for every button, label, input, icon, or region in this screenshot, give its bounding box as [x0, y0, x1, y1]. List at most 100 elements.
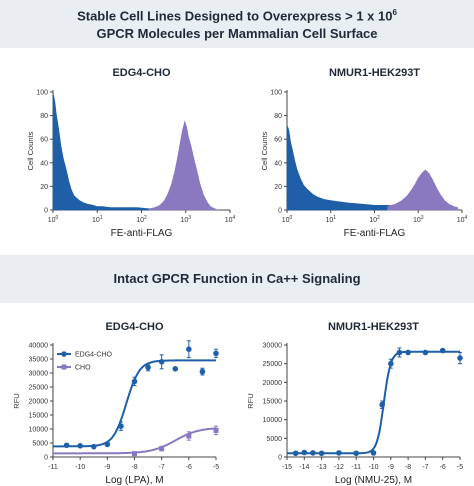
x-tick-label: -9	[104, 464, 110, 471]
histogram-area-purple	[387, 169, 459, 211]
data-point	[172, 366, 179, 372]
y-tick-label: 15000	[29, 413, 49, 420]
x-tick-label: -14	[299, 464, 309, 471]
y-tick-label: 80	[274, 113, 282, 120]
x-axis-label: Log (LPA), M	[105, 475, 163, 486]
header-band	[0, 0, 474, 48]
legend-swatch-marker	[61, 351, 67, 357]
y-tick-label: 20	[274, 184, 282, 191]
data-point	[370, 450, 377, 456]
y-tick-label: 60	[274, 137, 282, 144]
x-tick-label: -8	[405, 464, 411, 471]
x-tick-label: -11	[351, 464, 361, 471]
chart-title: NMUR1-HEK293T	[328, 321, 419, 333]
fit-curve-purple	[53, 427, 217, 455]
data-point	[353, 450, 360, 457]
x-tick-label: -12	[334, 464, 344, 471]
y-tick-label: 40000	[29, 343, 49, 350]
y-tick-label: 0	[278, 208, 282, 215]
data-point	[336, 450, 342, 456]
y-tick-label: 25000	[263, 361, 283, 368]
x-tick-label: 100	[48, 215, 59, 224]
y-tick-label: 80	[40, 113, 48, 120]
section2-title: Intact GPCR Function in Ca++ Signaling	[113, 271, 361, 286]
chart-title: EDG4-CHO	[112, 67, 171, 79]
data-point	[396, 349, 403, 356]
data-point	[199, 368, 206, 375]
data-point	[186, 346, 192, 353]
y-tick-label: 5000	[266, 436, 282, 443]
header-title-line1: Stable Cell Lines Designed to Overexpres…	[77, 8, 397, 24]
y-tick-label: 5000	[32, 441, 48, 448]
legend-swatch-marker	[61, 364, 67, 370]
y-tick-label: 35000	[29, 357, 49, 364]
y-tick-label: 0	[278, 455, 282, 462]
x-tick-label: -6	[440, 464, 446, 471]
data-point	[145, 364, 151, 371]
y-tick-label: 0	[44, 455, 48, 462]
data-point	[422, 349, 429, 356]
y-tick-label: 100	[36, 90, 48, 97]
x-tick-label: -8	[131, 464, 137, 471]
y-tick-label: 60	[40, 137, 48, 144]
data-point	[301, 449, 308, 456]
x-axis-label: Log (NMU-25), M	[335, 475, 412, 486]
x-tick-label: -10	[368, 464, 378, 471]
y-tick-label: 100	[270, 90, 282, 97]
x-tick-label: 102	[369, 215, 380, 224]
x-axis-label: FE-anti-FLAG	[344, 228, 406, 239]
y-tick-label: 30000	[263, 343, 283, 350]
x-tick-label: -13	[317, 464, 327, 471]
data-point	[213, 427, 219, 433]
x-tick-label: 103	[180, 215, 191, 224]
data-point	[379, 401, 385, 408]
x-tick-label: 100	[282, 215, 293, 224]
y-axis-label: RFU	[12, 393, 21, 408]
x-tick-label: -5	[457, 464, 463, 471]
x-tick-label: 104	[225, 215, 236, 224]
x-tick-label: -7	[159, 464, 165, 471]
y-tick-label: 15000	[263, 399, 283, 406]
section2-band	[0, 255, 474, 303]
y-tick-label: 25000	[29, 385, 49, 392]
data-point	[457, 355, 463, 361]
x-tick-label: 103	[413, 215, 424, 224]
y-tick-label: 10000	[29, 427, 49, 434]
data-point	[213, 350, 219, 357]
x-tick-label: -10	[75, 464, 85, 471]
y-tick-label: 20	[40, 184, 48, 191]
y-axis-label: Cell Counts	[260, 131, 269, 170]
x-tick-label: 104	[457, 215, 468, 224]
y-tick-label: 40	[40, 160, 48, 167]
y-tick-label: 20000	[263, 380, 283, 387]
x-tick-label: -15	[282, 464, 292, 471]
data-point	[388, 360, 394, 367]
fit-curve-blue	[287, 350, 460, 455]
x-tick-label: -6	[186, 464, 192, 471]
data-point	[186, 433, 192, 439]
y-tick-label: 0	[44, 208, 48, 215]
y-axis-label: RFU	[246, 393, 255, 408]
histogram-area-blue	[52, 91, 163, 211]
data-point	[318, 450, 325, 457]
chart-title: NMUR1-HEK293T	[329, 67, 420, 79]
y-tick-label: 20000	[29, 399, 49, 406]
x-tick-label: 101	[325, 215, 336, 224]
x-tick-label: 101	[92, 215, 103, 224]
x-tick-label: -7	[422, 464, 428, 471]
y-axis-label: Cell Counts	[26, 131, 35, 170]
x-tick-label: -9	[388, 464, 394, 471]
x-tick-label: -11	[48, 464, 58, 471]
legend-label: EDG4-CHO	[75, 352, 113, 359]
data-point	[63, 442, 70, 449]
header-title-line2: GPCR Molecules per Mammalian Cell Surfac…	[96, 26, 378, 41]
x-tick-label: 102	[136, 215, 147, 224]
data-point	[439, 347, 446, 354]
y-tick-label: 30000	[29, 371, 49, 378]
data-point	[77, 443, 83, 449]
data-point	[158, 359, 165, 365]
data-point	[131, 378, 138, 385]
y-tick-label: 10000	[263, 417, 283, 424]
histogram-area-purple	[149, 120, 219, 211]
